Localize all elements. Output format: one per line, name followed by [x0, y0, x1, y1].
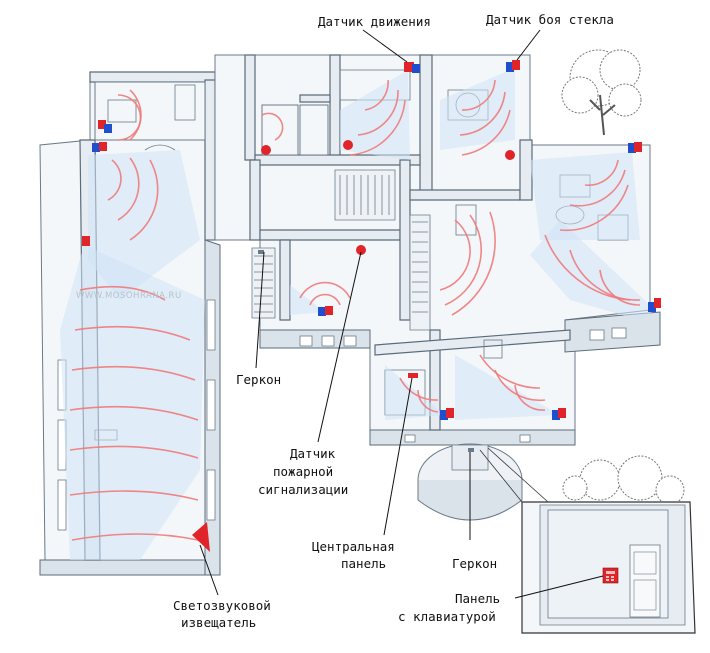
- staircase-center: [409, 214, 431, 331]
- label-central-panel-2: панель: [341, 556, 386, 571]
- keypad-inset: [479, 447, 696, 634]
- motion-sensor-icon-living-lower: [648, 298, 661, 312]
- motion-sensor-icon: [404, 62, 420, 73]
- staircase-upper: [334, 169, 396, 221]
- motion-sensor-icon-lower-mid: [440, 408, 454, 420]
- label-reed-switch-right: Геркон: [452, 556, 497, 571]
- tree-icon-bottom-right: [562, 455, 685, 505]
- keypad-icon: [602, 567, 619, 584]
- reed-switch-icon-left: [258, 250, 264, 254]
- tree-icon-top-right: [561, 49, 642, 136]
- motion-sensor-icon-lower-right: [552, 408, 566, 420]
- label-keypad-panel-2: с клавиатурой: [398, 609, 496, 624]
- motion-sensor-icon-upper-left: [98, 120, 112, 133]
- label-fire-sensor-3: сигнализации: [258, 482, 348, 497]
- sensors: [82, 60, 661, 552]
- label-keypad-panel-1: Панель: [455, 591, 500, 606]
- glass-break-sensor-icon: [506, 60, 520, 72]
- label-glass-break-sensor: Датчик боя стекла: [486, 12, 614, 27]
- motion-sensor-icon-fire-room: [318, 306, 333, 316]
- inset-door: [629, 544, 661, 618]
- label-central-panel-1: Центральная: [312, 539, 395, 554]
- siren-icon: [192, 522, 210, 552]
- label-motion-sensor: Датчик движения: [318, 14, 431, 29]
- signal-waves: [69, 79, 641, 541]
- motion-sensor-icon-corridor: [92, 142, 107, 152]
- fire-sensor-icon: [261, 140, 515, 255]
- central-panel-icon: [408, 373, 418, 378]
- label-siren-2: извещатель: [181, 615, 256, 630]
- label-reed-switch-left: Геркон: [236, 372, 281, 387]
- label-fire-sensor-2: пожарной: [273, 464, 333, 479]
- label-siren-1: Светозвуковой: [173, 598, 271, 613]
- label-fire-sensor-1: Датчик: [290, 446, 336, 461]
- motion-sensor-icon-living: [628, 142, 642, 153]
- watermark: WWW.MOSOHRANA.RU: [76, 291, 182, 301]
- leader-lines: [199, 29, 604, 599]
- glass-break-sensor-icon-corridor: [82, 236, 90, 246]
- detection-zones: [60, 68, 655, 560]
- reed-switch-icon-right: [468, 448, 474, 452]
